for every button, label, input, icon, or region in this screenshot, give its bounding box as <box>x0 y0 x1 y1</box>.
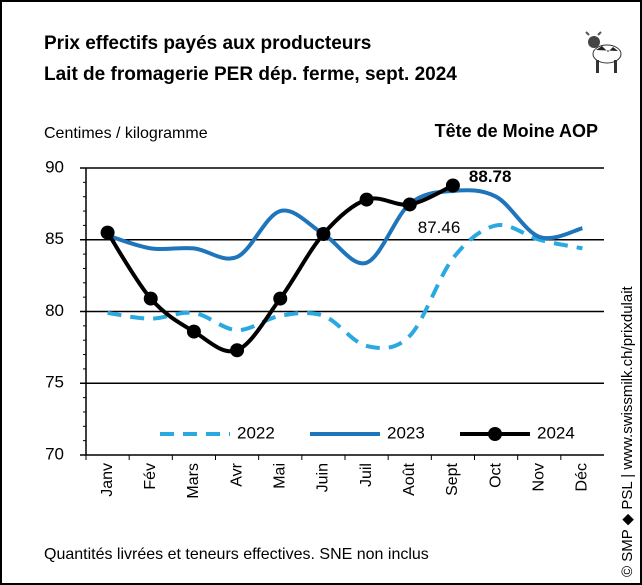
point <box>230 343 245 358</box>
x-tick-label: Fév <box>142 463 159 490</box>
point <box>186 324 201 339</box>
x-tick-label: Déc <box>574 463 591 491</box>
x-tick-label: Oct <box>487 462 504 487</box>
x-tick-label: Mai <box>271 463 288 489</box>
x-tick-label: Août <box>401 462 418 495</box>
y-tick-label: 85 <box>45 229 64 248</box>
x-tick-label: Nov <box>530 463 547 491</box>
point <box>143 291 158 306</box>
y-tick-label: 90 <box>45 157 64 176</box>
legend-label: 2022 <box>237 423 275 442</box>
point <box>100 225 115 240</box>
y-axis-label: Centimes / kilogramme <box>44 125 208 142</box>
legend-marker <box>488 427 502 441</box>
product-label: Tête de Moine AOP <box>435 121 598 141</box>
x-tick-label: Avr <box>228 462 245 486</box>
y-tick-label: 70 <box>45 444 64 463</box>
chart-subtitle: Lait de fromagerie PER dép. ferme, sept.… <box>44 64 457 85</box>
series-line <box>106 188 583 266</box>
point <box>273 291 288 306</box>
legend-label: 2023 <box>387 423 425 442</box>
y-tick-label: 75 <box>45 373 64 392</box>
legend-label: 2024 <box>537 423 575 442</box>
point <box>359 192 374 207</box>
series-line <box>107 222 583 351</box>
x-tick-label: Juil <box>358 463 375 487</box>
x-tick-label: Juin <box>315 463 332 492</box>
point <box>445 178 460 193</box>
source: © SMP ◆ PSL | www.swissmilk.ch/prixdulai… <box>619 285 636 577</box>
cow-icon <box>585 31 622 73</box>
point <box>402 197 417 212</box>
value-label: 88.78 <box>469 167 512 186</box>
chart-title: Prix effectifs payés aux producteurs <box>44 33 371 54</box>
value-label: 87.46 <box>418 218 461 237</box>
footnote: Quantités livrées et teneurs effectives.… <box>44 546 429 563</box>
x-tick-label: Mars <box>185 463 202 499</box>
x-tick-label: Sept <box>444 462 461 495</box>
y-tick-label: 80 <box>45 301 64 320</box>
x-tick-label: Janv <box>99 463 116 497</box>
point <box>316 227 331 242</box>
